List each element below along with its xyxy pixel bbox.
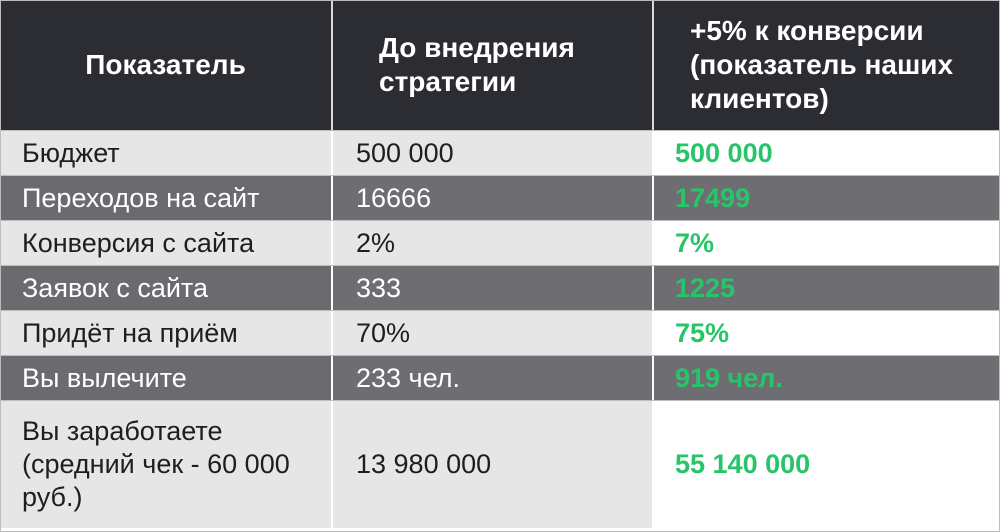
table-row: Бюджет 500 000 500 000 — [0, 130, 1000, 175]
row-label: Вы заработаете (средний чек - 60 000 руб… — [0, 401, 331, 528]
row-after-value: 919 чел. — [652, 356, 1000, 400]
row-label: Переходов на сайт — [0, 176, 331, 220]
row-before-value: 333 — [331, 266, 652, 310]
row-after-value: 500 000 — [652, 131, 1000, 175]
row-before-value: 16666 — [331, 176, 652, 220]
row-before-value: 13 980 000 — [331, 401, 652, 528]
row-label: Вы вылечите — [0, 356, 331, 400]
table-row: Вы вылечите 233 чел. 919 чел. — [0, 355, 1000, 400]
row-after-value: 75% — [652, 311, 1000, 355]
table-row: Вы заработаете (средний чек - 60 000 руб… — [0, 400, 1000, 528]
table-row: Переходов на сайт 16666 17499 — [0, 175, 1000, 220]
row-after-value: 17499 — [652, 176, 1000, 220]
row-before-value: 233 чел. — [331, 356, 652, 400]
row-before-value: 2% — [331, 221, 652, 265]
header-indicator: Показатель — [85, 49, 246, 80]
table-row: Конверсия с сайта 2% 7% — [0, 220, 1000, 265]
row-label: Заявок с сайта — [0, 266, 331, 310]
header-after: +5% к конверсии (показатель наших клиент… — [652, 0, 1000, 130]
header-before: До внедрения стратегии — [331, 0, 652, 130]
row-before-value: 70% — [331, 311, 652, 355]
row-after-value: 1225 — [652, 266, 1000, 310]
row-before-value: 500 000 — [331, 131, 652, 175]
row-label: Конверсия с сайта — [0, 221, 331, 265]
row-after-value: 7% — [652, 221, 1000, 265]
row-label: Придёт на приём — [0, 311, 331, 355]
row-after-value: 55 140 000 — [652, 401, 1000, 528]
table-row: Заявок с сайта 333 1225 — [0, 265, 1000, 310]
row-label: Бюджет — [0, 131, 331, 175]
table-row: Придёт на приём 70% 75% — [0, 310, 1000, 355]
table-header: Показатель До внедрения стратегии +5% к … — [0, 0, 1000, 130]
